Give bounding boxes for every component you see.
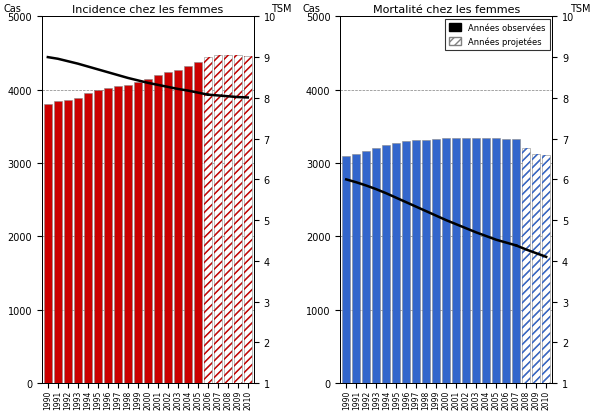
Bar (472, 138, 481, 383)
Bar (224, 55, 232, 383)
Text: Cas: Cas (302, 4, 320, 14)
Bar (224, 55, 232, 383)
Bar (452, 138, 460, 383)
Bar (462, 138, 470, 383)
Bar (134, 83, 142, 383)
Bar (522, 148, 530, 383)
Bar (542, 156, 550, 383)
Bar (382, 146, 390, 383)
Bar (532, 154, 541, 383)
Bar (502, 139, 510, 383)
Bar (362, 152, 370, 383)
Bar (432, 140, 440, 383)
Bar (392, 144, 400, 383)
Bar (214, 56, 222, 383)
Bar (173, 70, 182, 383)
Title: Mortalité chez les femmes: Mortalité chez les femmes (372, 5, 520, 15)
Bar (144, 80, 152, 383)
Bar (233, 56, 242, 383)
Bar (74, 99, 82, 383)
Bar (204, 57, 212, 383)
Bar (244, 57, 252, 383)
Bar (342, 157, 350, 383)
Bar (64, 101, 72, 383)
Bar (512, 140, 520, 383)
Bar (124, 85, 132, 383)
Bar (154, 76, 162, 383)
Bar (244, 57, 252, 383)
Bar (482, 138, 490, 383)
Bar (84, 93, 92, 383)
Bar (233, 56, 242, 383)
Legend: Années observées, Années projetées: Années observées, Années projetées (445, 20, 549, 51)
Bar (164, 73, 172, 383)
Bar (532, 154, 541, 383)
Bar (204, 57, 212, 383)
Text: Cas: Cas (4, 4, 21, 14)
Bar (352, 154, 361, 383)
Bar (442, 139, 450, 383)
Bar (44, 105, 52, 383)
Bar (94, 90, 102, 383)
Bar (412, 141, 421, 383)
Bar (53, 102, 62, 383)
Bar (402, 142, 410, 383)
Bar (214, 56, 222, 383)
Bar (492, 139, 500, 383)
Bar (184, 67, 192, 383)
Bar (194, 63, 202, 383)
Bar (542, 156, 550, 383)
Text: TSM: TSM (271, 4, 292, 14)
Bar (422, 140, 430, 383)
Bar (522, 148, 530, 383)
Bar (372, 149, 380, 383)
Text: TSM: TSM (570, 4, 590, 14)
Bar (104, 89, 112, 383)
Title: Incidence chez les femmes: Incidence chez les femmes (72, 5, 223, 15)
Bar (113, 87, 122, 383)
